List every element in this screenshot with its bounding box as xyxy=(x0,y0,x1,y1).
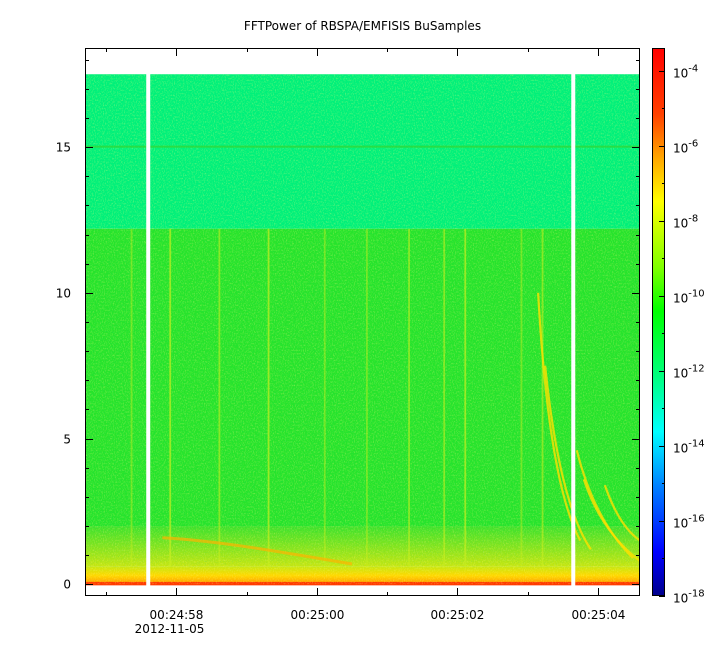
colorbar-tick-base: 10 xyxy=(673,67,688,81)
impulse-streak xyxy=(520,228,523,567)
band-line-15 xyxy=(85,145,640,148)
low-hump xyxy=(162,536,353,566)
colorbar-tick-base: 10 xyxy=(673,142,688,156)
impulse-streak xyxy=(169,228,172,567)
impulse-streak xyxy=(366,228,368,567)
colorbar-tick-exponent: -16 xyxy=(688,514,704,525)
x-tick-label: 00:25:02 xyxy=(431,608,485,622)
colorbar-tick-exponent: -18 xyxy=(688,589,704,600)
colorbar-tick-label: 10-6 xyxy=(673,139,698,156)
x-tick-label: 00:24:58 xyxy=(150,608,204,622)
texture-dark xyxy=(85,228,640,567)
colorbar-tick-base: 10 xyxy=(673,442,688,456)
colorbar-frame xyxy=(652,48,665,596)
y-tick-label: 0 xyxy=(63,578,71,592)
x-tick-label: 00:25:04 xyxy=(572,608,626,622)
data-gap xyxy=(146,48,151,596)
colorbar-tick-label: 10-18 xyxy=(673,589,705,606)
colorbar-tick-label: 10-8 xyxy=(673,214,698,231)
chart-title: FFTPower of RBSPA/EMFISIS BuSamples xyxy=(244,19,481,33)
colorbar-tick-label: 10-12 xyxy=(673,364,705,381)
colorbar-gradient xyxy=(652,48,665,596)
x-tick-date-label: 2012-11-05 xyxy=(135,622,205,636)
colorbar-tick-base: 10 xyxy=(673,517,688,531)
x-tick-label: 00:25:00 xyxy=(291,608,345,622)
data-gap xyxy=(571,48,576,596)
colorbar-tick-base: 10 xyxy=(673,367,688,381)
colorbar-tick-base: 10 xyxy=(673,292,688,306)
impulse-streak xyxy=(443,228,446,567)
y-tick-label: 10 xyxy=(56,287,71,301)
spectrogram-image xyxy=(85,48,640,596)
whistler-arc xyxy=(582,479,640,562)
impulse-streak xyxy=(130,228,133,567)
colorbar-tick-exponent: -14 xyxy=(688,439,704,450)
colorbar-tick-exponent: -12 xyxy=(688,364,704,375)
colorbar-tick-label: 10-16 xyxy=(673,514,705,531)
whistler-arc xyxy=(544,365,592,550)
impulse-streak xyxy=(218,228,221,567)
whistler-arc xyxy=(603,484,640,542)
impulse-streak xyxy=(323,228,326,567)
colorbar-tick-label: 10-10 xyxy=(673,289,705,306)
colorbar-tick-exponent: -6 xyxy=(688,139,698,150)
y-axis: 0 5 10 15 xyxy=(56,60,640,592)
colorbar-tick-label: 10-14 xyxy=(673,439,705,456)
colorbar-tick-exponent: -10 xyxy=(688,289,704,300)
y-tick-label: 5 xyxy=(63,433,71,447)
impulse-streak xyxy=(541,228,544,567)
colorbar-tick-label: 10-4 xyxy=(673,64,698,81)
impulse-streak xyxy=(408,228,410,567)
colorbar-tick-base: 10 xyxy=(673,592,688,606)
colorbar-tick-exponent: -8 xyxy=(688,214,698,225)
colorbar-tick-base: 10 xyxy=(673,217,688,231)
colorbar-tick-exponent: -4 xyxy=(688,64,698,75)
impulse-streak xyxy=(267,228,270,567)
y-tick-label: 15 xyxy=(56,141,71,155)
impulse-streak xyxy=(464,228,467,567)
